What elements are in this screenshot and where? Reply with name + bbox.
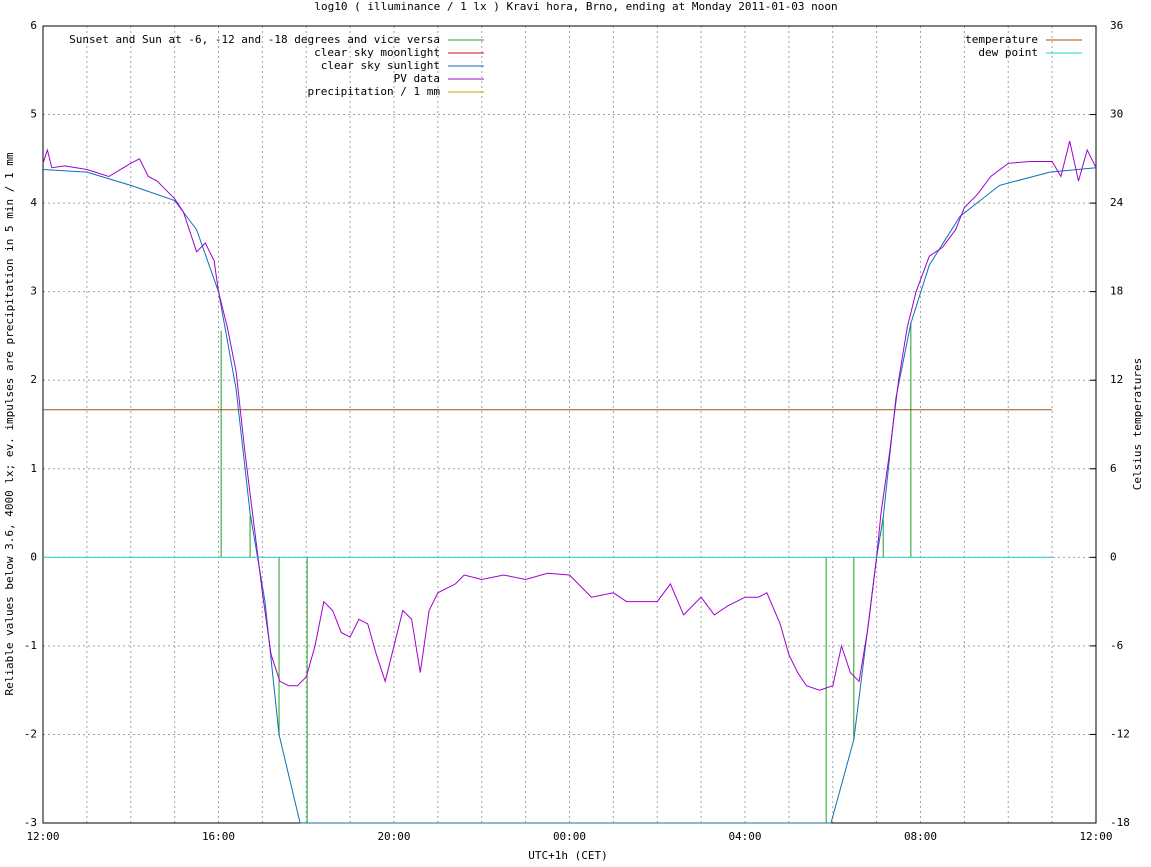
legend-label: PV data	[394, 72, 440, 85]
x-tick-label: 08:00	[904, 830, 937, 843]
legend-label: temperature	[965, 33, 1038, 46]
x-tick-label: 16:00	[202, 830, 235, 843]
x-tick-label: 12:00	[1079, 830, 1112, 843]
chart-title: log10 ( illuminance / 1 lx ) Kravi hora,…	[314, 0, 837, 13]
x-tick-label: 20:00	[377, 830, 410, 843]
y-tick-label: 0	[30, 550, 37, 563]
y2-tick-label: 36	[1110, 19, 1123, 32]
x-tick-label: 00:00	[553, 830, 586, 843]
y2-axis-label: Celsius temperatures	[1131, 358, 1144, 490]
legend-label: clear sky sunlight	[321, 59, 440, 72]
y2-tick-label: -18	[1110, 816, 1130, 829]
y-tick-label: 2	[30, 373, 37, 386]
plot-frame	[42, 25, 1097, 824]
series-line	[42, 167, 1097, 824]
legend-label: dew point	[978, 46, 1038, 59]
y-axis-label: Reliable values below 3.6, 4000 lx; ev. …	[3, 152, 16, 695]
y-tick-label: 6	[30, 19, 37, 32]
y-tick-label: 3	[30, 285, 37, 298]
y-tick-label: -1	[24, 639, 37, 652]
y-tick-label: 1	[30, 462, 37, 475]
y-tick-label: -2	[24, 727, 37, 740]
y2-tick-label: -12	[1110, 727, 1130, 740]
legend-label: clear sky moonlight	[314, 46, 440, 59]
y2-tick-label: 18	[1110, 285, 1123, 298]
x-tick-label: 12:00	[26, 830, 59, 843]
y2-tick-label: 6	[1110, 462, 1117, 475]
series-line	[42, 140, 1097, 691]
y-tick-label: 4	[30, 196, 37, 209]
y-tick-label: 5	[30, 108, 37, 121]
y2-tick-label: -6	[1110, 639, 1123, 652]
x-tick-label: 04:00	[728, 830, 761, 843]
y2-tick-label: 0	[1110, 550, 1117, 563]
legend-label: Sunset and Sun at -6, -12 and -18 degree…	[69, 33, 440, 46]
y-tick-label: -3	[24, 816, 37, 829]
y2-tick-label: 30	[1110, 108, 1123, 121]
legend-label: precipitation / 1 mm	[308, 85, 441, 98]
y2-tick-label: 12	[1110, 373, 1123, 386]
x-axis-label: UTC+1h (CET)	[528, 849, 607, 862]
y2-tick-label: 24	[1110, 196, 1124, 209]
